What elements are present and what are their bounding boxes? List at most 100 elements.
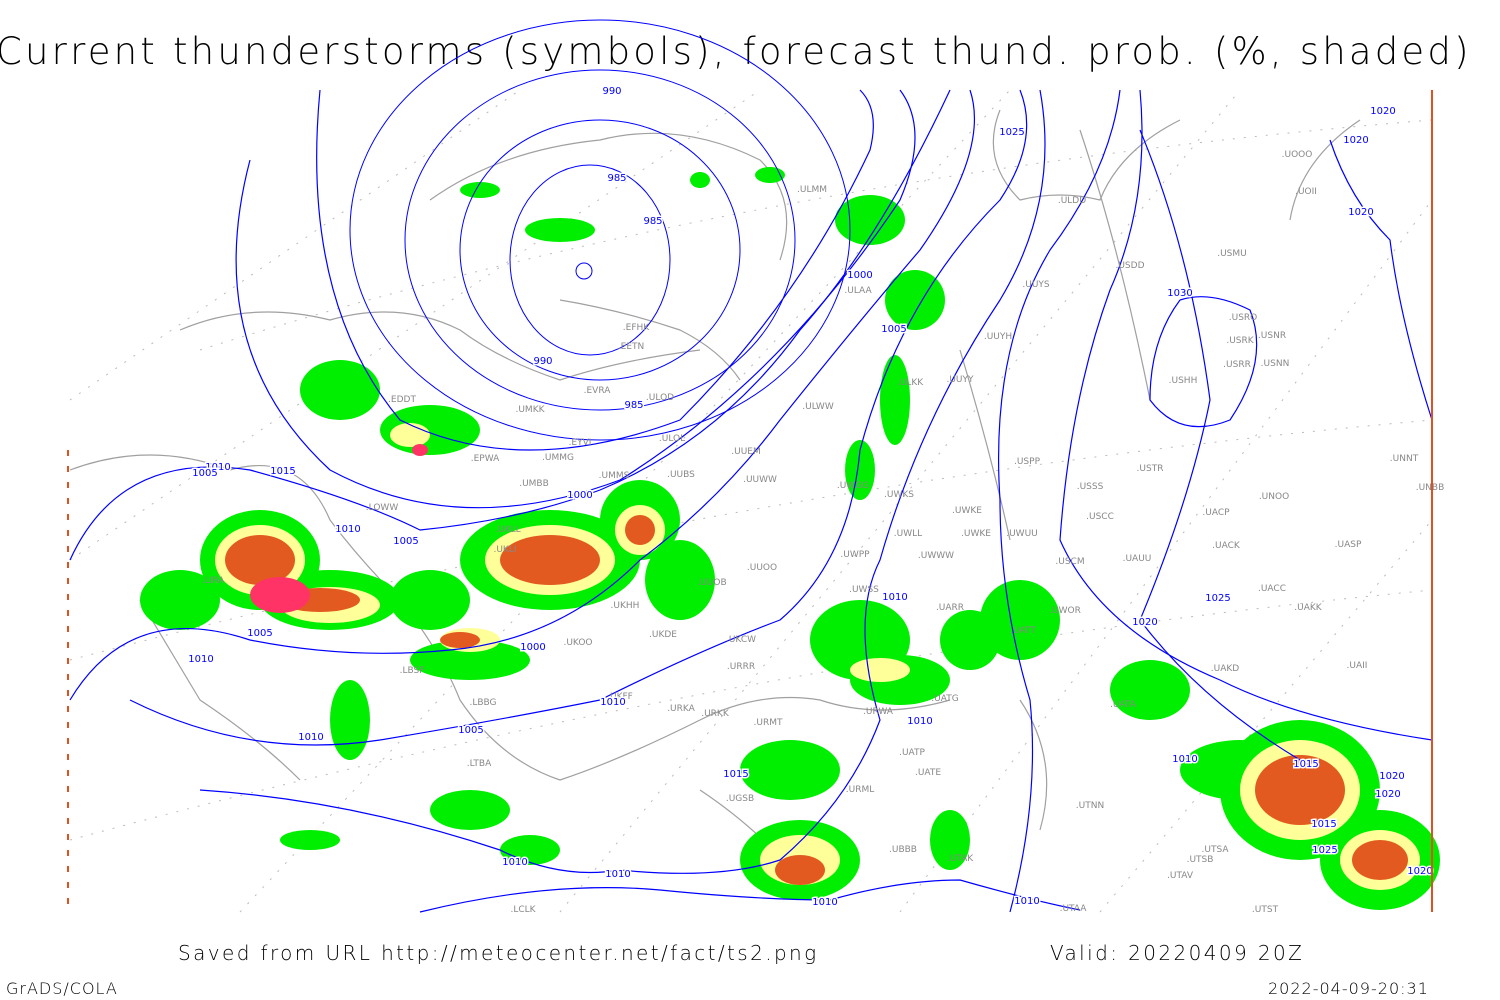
station-label: .UATP [899, 748, 925, 758]
grid-line [199, 119, 1433, 351]
station-label: .UAII [1347, 661, 1368, 671]
station-label: .EPWA [471, 454, 500, 464]
prob-low-area [460, 182, 500, 198]
isobar-label: 990 [602, 86, 621, 97]
station-label: .UTAA [1060, 904, 1088, 914]
station-label: .UWLL [894, 529, 922, 539]
prob-high-area [500, 535, 600, 585]
isobar-labels: 990 985 985 990 985 1000 1005 1025 1020 1020 1020 1… [187, 85, 1434, 910]
station-label: .UASP [1335, 540, 1362, 550]
station-label: .UATA [1110, 700, 1137, 710]
prob-max-area [412, 444, 428, 456]
prob-low-area [845, 440, 875, 500]
coastline [959, 349, 1048, 831]
isobars [69, 19, 1433, 913]
isobar-label: 1020 [1379, 771, 1404, 782]
station-label: .UTAK [947, 854, 974, 864]
isobar [69, 89, 951, 561]
isobar [459, 119, 741, 381]
isobar-label: 1010 [600, 697, 625, 708]
station-label: .EETN [618, 342, 644, 352]
isobar-label: 1000 [567, 490, 592, 501]
isobar-label: 1030 [1167, 288, 1192, 299]
isobar-label: 1025 [999, 127, 1024, 138]
isobar-label: 1010 [605, 869, 630, 880]
station-label: .UWKE [952, 506, 982, 516]
prob-high-area [625, 515, 655, 545]
station-label: .UOII [1295, 187, 1317, 197]
station-label: .UATE [915, 768, 941, 778]
station-label: .USNR [1258, 331, 1286, 341]
isobar [998, 89, 1121, 913]
station-label: .UBBB [889, 845, 917, 855]
station-label: .LTBA [467, 759, 492, 769]
isobar-label: 1020 [1407, 866, 1432, 877]
station-label: .UKDE [649, 630, 677, 640]
isobar-label: 985 [607, 173, 626, 184]
station-label: .USDD [1115, 261, 1144, 271]
station-label: .UTNN [1076, 801, 1104, 811]
isobar [129, 89, 1028, 746]
station-label: .UMMG [542, 453, 574, 463]
software-credit: GrADS/COLA [6, 979, 118, 998]
isobar-label: 1000 [847, 270, 872, 281]
isobar-label: 1015 [1293, 759, 1318, 770]
isobar-label: 1010 [335, 524, 360, 535]
station-label: .UWSS [849, 585, 879, 595]
prob-high-area [225, 535, 295, 585]
isobar-label: 1005 [393, 536, 418, 547]
isobar-label: 1020 [1370, 106, 1395, 117]
isobar-label: 990 [533, 356, 552, 367]
station-label: .UNNT [1390, 454, 1419, 464]
station-label: .USRK [1226, 336, 1254, 346]
isobar [69, 89, 976, 701]
station-label: .UUYY [946, 375, 974, 385]
station-label: .LCLK [510, 905, 536, 915]
station-label: .UTST [1252, 905, 1279, 915]
coastline [992, 109, 1181, 201]
station-label: .USCC [1086, 512, 1114, 522]
prob-high-area [1255, 755, 1345, 825]
prob-low-area [330, 680, 370, 760]
prob-low-area [885, 270, 945, 330]
station-label: .UUYS [1022, 280, 1050, 290]
prob-low-area [690, 172, 710, 188]
station-label: .UMKK [515, 405, 545, 415]
grid-line [69, 89, 521, 401]
station-label: .LIRA [202, 576, 225, 586]
prob-low-area [740, 740, 840, 800]
saved-from-url: Saved from URL http://meteocenter.net/fa… [178, 941, 819, 965]
station-label: .ULOD [646, 393, 674, 403]
station-label: .UWGG [837, 481, 869, 491]
station-label: .UUYH [984, 332, 1012, 342]
prob-low-area [1110, 660, 1190, 720]
station-label: .ULWW [802, 402, 834, 412]
station-label: .ULOL [659, 434, 685, 444]
prob-low-area [430, 790, 510, 830]
station-label: .URRR [727, 662, 755, 672]
coastline [179, 311, 701, 381]
station-label: .UWUU [1006, 529, 1038, 539]
generation-timestamp: 2022-04-09-20:31 [1268, 979, 1429, 998]
isobar-label: 1025 [1312, 845, 1337, 856]
isobar [575, 262, 593, 280]
isobar [1059, 89, 1433, 741]
station-label: .UACC [1258, 584, 1286, 594]
isobar [316, 89, 874, 451]
grid-line [559, 89, 1241, 913]
station-label: .UTSA [1202, 845, 1230, 855]
station-label: .LBSF [400, 666, 425, 676]
station-label: .UAKK [1294, 603, 1323, 613]
prob-low-area [525, 218, 595, 242]
prob-low-area [755, 167, 785, 183]
station-label: .EFHK [623, 323, 650, 333]
coastline [69, 454, 951, 781]
isobar-label: 1020 [1343, 135, 1368, 146]
station-label: .UOOO [1282, 150, 1313, 160]
station-label: .UUBS [667, 470, 695, 480]
station-label: .UGSB [726, 794, 754, 804]
station-label: .EDDT [388, 395, 416, 405]
isobar-label: 1010 [298, 732, 323, 743]
isobar-label: 1005 [192, 468, 217, 479]
station-label: .UATT [1010, 626, 1036, 636]
